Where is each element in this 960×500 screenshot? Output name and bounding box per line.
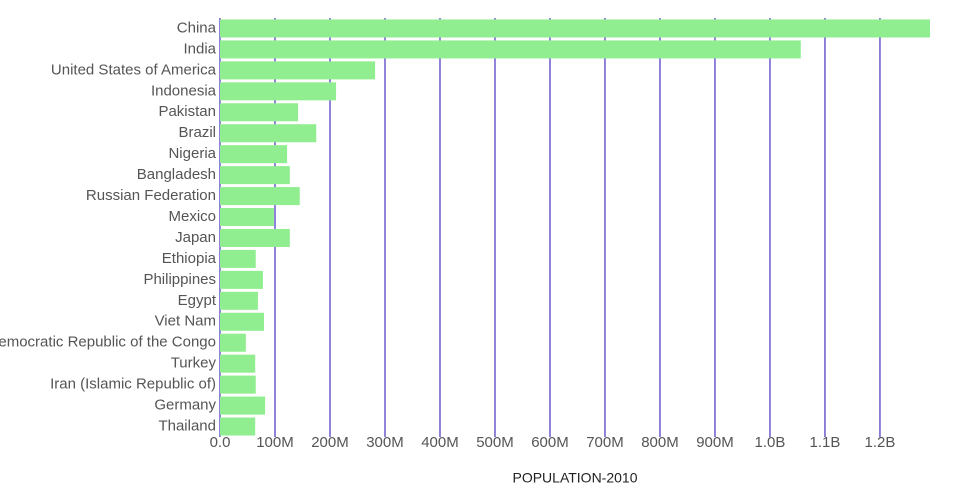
y-tick-label: Germany <box>154 397 216 414</box>
x-tick-label: 900M <box>696 434 734 451</box>
bar <box>220 417 256 436</box>
x-tick-label: 200M <box>311 434 349 451</box>
y-tick-label: Thailand <box>158 417 216 434</box>
y-tick-label: Bangladesh <box>137 166 216 183</box>
bar <box>220 19 930 38</box>
x-tick-label: 1.0B <box>755 434 786 451</box>
bar <box>220 291 258 310</box>
bar <box>220 40 801 59</box>
y-tick-label: Indonesia <box>151 82 217 99</box>
x-tick-label: 800M <box>641 434 679 451</box>
bar <box>220 82 337 101</box>
bar <box>220 166 290 185</box>
bar <box>220 145 288 164</box>
y-tick-label: Philippines <box>143 271 216 288</box>
y-tick-label: Turkey <box>171 355 217 372</box>
x-tick-label: 1.2B <box>865 434 896 451</box>
bar <box>220 228 290 247</box>
bar <box>220 312 264 331</box>
bar <box>220 354 256 373</box>
bar <box>220 249 256 268</box>
x-tick-label: 400M <box>421 434 459 451</box>
x-tick-label: 100M <box>256 434 294 451</box>
x-tick-label: 700M <box>586 434 624 451</box>
bar <box>220 103 299 122</box>
bar <box>220 124 317 143</box>
bar <box>220 270 263 289</box>
x-tick-label: 1.1B <box>810 434 841 451</box>
y-tick-label: United States of America <box>51 61 217 78</box>
x-axis-title: POPULATION-2010 <box>512 470 637 486</box>
bar <box>220 333 246 352</box>
y-tick-label: Russian Federation <box>86 187 216 204</box>
bar <box>220 208 274 227</box>
y-tick-label: Viet Nam <box>155 313 216 330</box>
y-tick-label: Democratic Republic of the Congo <box>0 334 216 351</box>
y-tick-label: Iran (Islamic Republic of) <box>50 376 216 393</box>
x-tick-label: 0.0 <box>210 434 231 451</box>
x-tick-label: 500M <box>476 434 514 451</box>
y-tick-label: China <box>177 19 217 36</box>
bar <box>220 187 300 206</box>
bar <box>220 396 266 415</box>
y-tick-label: Pakistan <box>158 103 216 120</box>
y-tick-label: Ethiopia <box>162 250 217 267</box>
bar <box>220 375 256 394</box>
y-tick-label: India <box>183 40 216 57</box>
y-tick-label: Nigeria <box>168 145 216 162</box>
x-tick-label: 300M <box>366 434 404 451</box>
y-tick-label: Egypt <box>178 292 217 309</box>
x-tick-label: 600M <box>531 434 569 451</box>
y-tick-label: Brazil <box>178 124 216 141</box>
y-tick-label: Japan <box>175 229 216 246</box>
y-tick-label: Mexico <box>168 208 216 225</box>
bar <box>220 61 376 80</box>
